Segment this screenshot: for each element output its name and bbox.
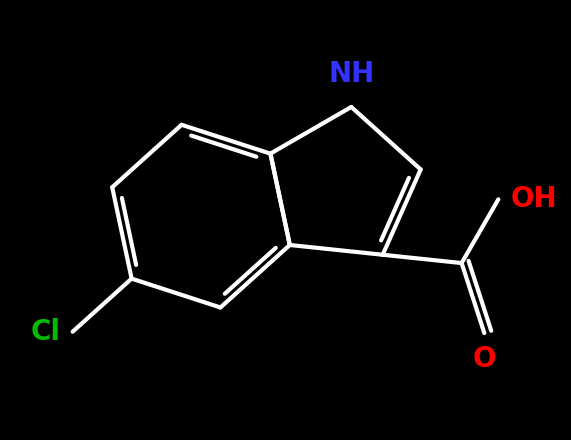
Text: NH: NH — [328, 60, 375, 88]
Text: OH: OH — [511, 185, 557, 213]
Text: O: O — [473, 345, 496, 374]
Text: Cl: Cl — [30, 318, 60, 346]
